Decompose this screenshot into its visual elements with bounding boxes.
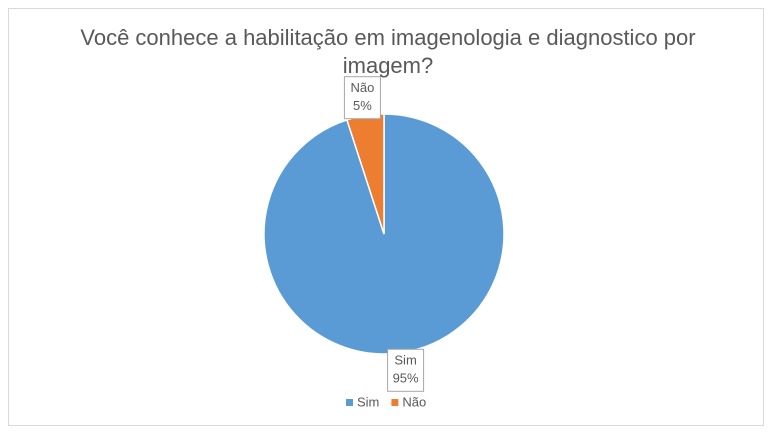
data-label-box xyxy=(387,348,425,392)
legend-swatch xyxy=(391,399,399,406)
data-label-box xyxy=(343,76,381,120)
legend-label: Sim xyxy=(357,394,379,409)
data-label-value: 95% xyxy=(393,371,419,386)
legend-swatch xyxy=(346,399,353,406)
legend-label: Não xyxy=(402,394,426,409)
data-label-category: Não xyxy=(350,80,374,95)
data-label-value: 5% xyxy=(353,98,372,113)
data-label-category: Sim xyxy=(394,353,416,368)
chart-title: Você conhece a habilitação em imagenolog… xyxy=(80,25,696,78)
